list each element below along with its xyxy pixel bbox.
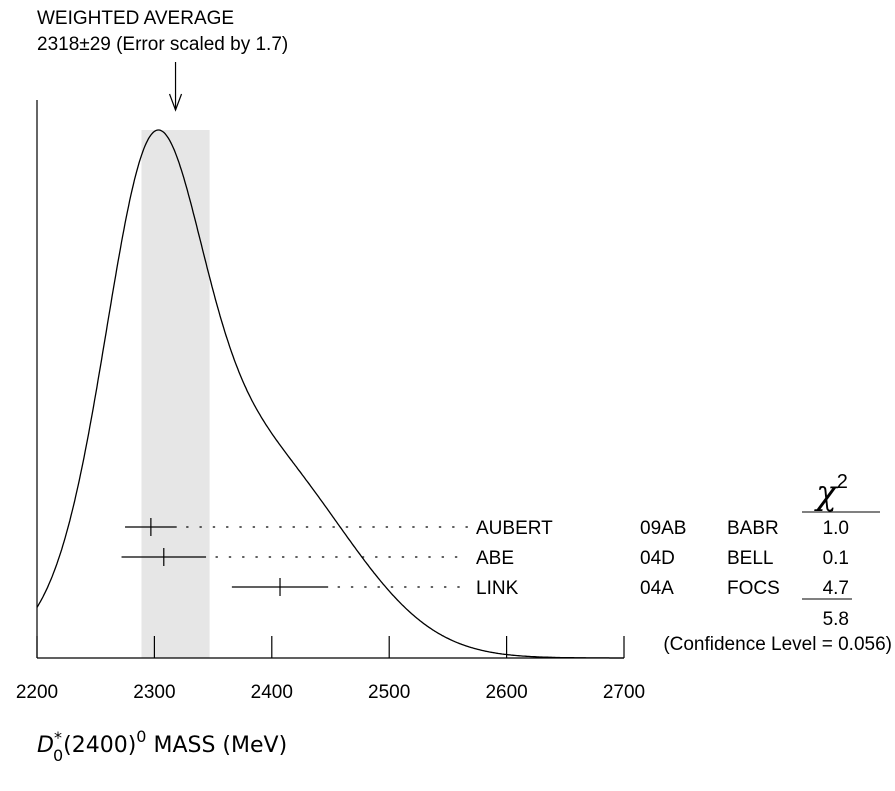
measurement-author: AUBERT: [476, 518, 553, 539]
measurement-experiment: BELL: [727, 548, 773, 569]
x-tick-label: 2700: [603, 682, 645, 703]
measurement-author: ABE: [476, 548, 514, 569]
measurement-experiment: FOCS: [727, 578, 780, 599]
average-band: [141, 130, 210, 658]
x-axis-title-star: *: [54, 728, 62, 747]
confidence-level: (Confidence Level = 0.056): [663, 634, 892, 655]
x-tick-label: 2400: [251, 682, 293, 703]
average-arrow: [168, 62, 183, 112]
measurement-chi2: 0.1: [823, 548, 849, 569]
measurement-ref: 04A: [640, 578, 674, 599]
x-axis-title-middle: (2400): [63, 733, 136, 758]
x-axis-title-superscript: 0: [136, 727, 146, 746]
chi2-total: 5.8: [823, 609, 849, 630]
x-axis-title: D* 0(2400)0 MASS (MeV): [37, 727, 287, 765]
measurement-ref: 09AB: [640, 518, 686, 539]
x-ticks: 2200 2300 2400 2500 2600 2700: [16, 636, 645, 703]
x-tick-label: 2300: [133, 682, 175, 703]
measurement-author: LINK: [476, 578, 519, 599]
x-tick-label: 2500: [368, 682, 410, 703]
x-axis-title-subscript: 0: [53, 746, 63, 765]
header-line1: WEIGHTED AVERAGE: [37, 8, 234, 29]
measurement-chi2: 1.0: [823, 518, 849, 539]
header-line2: 2318±29 (Error scaled by 1.7): [37, 34, 288, 55]
x-tick-label: 2200: [16, 682, 58, 703]
measurement-ref: 04D: [640, 548, 675, 569]
x-axis-title-tail: MASS (MeV): [146, 733, 287, 758]
ideogram-curve: [36, 129, 624, 659]
measurements: AUBERT 09AB BABR 1.0 ABE 04D BELL 0.1 LINK 04A FOC…: [121, 518, 849, 599]
x-axis-title-symbol: D: [37, 733, 54, 758]
measurement-experiment: BABR: [727, 518, 779, 539]
measurement-chi2: 4.7: [823, 578, 849, 599]
x-tick-label: 2600: [485, 682, 527, 703]
arrow-head: [168, 93, 183, 112]
chi2-letter: χ: [814, 473, 839, 513]
chi2-superscript: 2: [837, 471, 848, 493]
chi2-symbol: χ2: [814, 471, 848, 513]
